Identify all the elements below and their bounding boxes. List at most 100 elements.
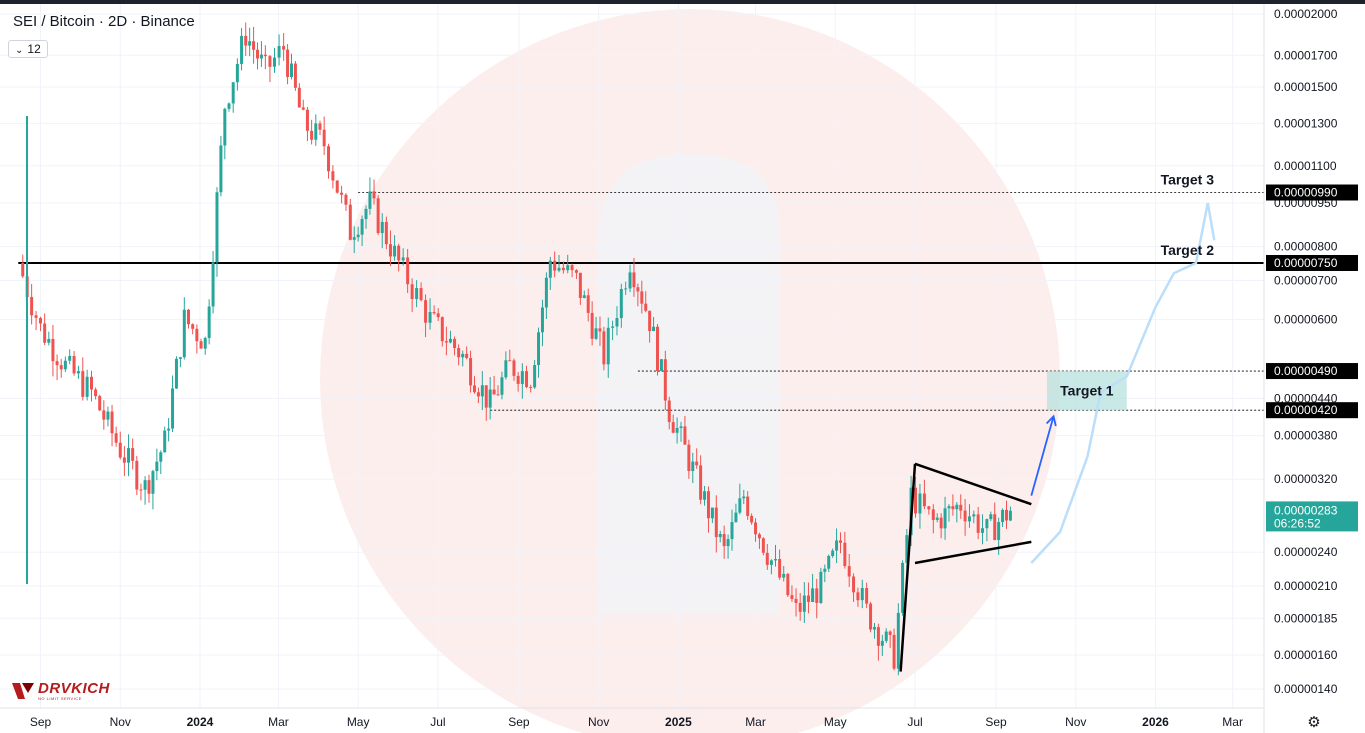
settings-icon[interactable]: ⚙ (1307, 714, 1321, 731)
candle (469, 350, 473, 393)
candle-body (561, 267, 565, 271)
candle-body (227, 103, 231, 109)
target-1-zone (1047, 371, 1127, 411)
last-price-badge (1266, 501, 1358, 532)
candle-body (211, 262, 215, 307)
candle-body (256, 49, 260, 59)
x-tick-label: 2026 (1142, 715, 1169, 729)
candle (671, 414, 675, 434)
candle-body (159, 452, 163, 462)
candle (259, 41, 263, 67)
candle (734, 503, 738, 523)
candle-body (606, 327, 610, 365)
candle (566, 254, 570, 274)
candle (761, 537, 765, 556)
candle-body (314, 123, 318, 140)
candle-body (465, 353, 469, 358)
candle (21, 254, 25, 279)
candle-body (963, 510, 967, 522)
candle (691, 452, 695, 484)
candle (714, 495, 718, 553)
price-chart[interactable]: 0.00002000 0.00001700 0.00001500 0.00001300… (0, 4, 1365, 733)
candle (742, 489, 746, 505)
candle-body (981, 528, 985, 533)
candle (959, 494, 963, 519)
candle (110, 404, 114, 447)
brand-logo: DRVKICH NO LIMIT SERVICE (10, 678, 110, 704)
candle (869, 601, 873, 633)
candle (428, 298, 432, 330)
candle (838, 532, 842, 554)
candle-body (598, 328, 602, 332)
candle-body (802, 595, 806, 612)
candle (815, 578, 819, 619)
y-tick-label: 0.00000140 (1274, 682, 1338, 696)
candle (356, 226, 360, 242)
candle (174, 356, 178, 389)
y-tick-label: 0.00000380 (1274, 429, 1338, 443)
candle (484, 385, 488, 421)
candle-body (143, 480, 147, 490)
candle-body (827, 555, 831, 569)
candle (248, 27, 252, 57)
candle-body (59, 365, 63, 370)
candle-body (742, 496, 746, 499)
candle (448, 330, 452, 344)
candle-body (393, 245, 397, 257)
candle-body (410, 284, 414, 299)
candle-body (76, 371, 80, 374)
candle (750, 513, 754, 525)
candle-body (533, 365, 537, 388)
candle-body (687, 444, 691, 472)
candle-body (448, 338, 452, 343)
candle-body (847, 566, 851, 577)
candle (380, 213, 384, 249)
candle-body (644, 303, 648, 311)
candle-body (252, 41, 256, 50)
candle-body (469, 357, 473, 386)
candle-body (815, 588, 819, 603)
candle-body (746, 496, 750, 516)
x-tick-label: Nov (588, 715, 609, 729)
candle (488, 376, 492, 420)
candle (465, 346, 469, 360)
candle (453, 336, 457, 356)
candle-body (819, 571, 823, 603)
candle (703, 486, 707, 506)
candle-body (436, 313, 440, 318)
candle (981, 514, 985, 545)
candle (318, 120, 322, 136)
candle-body (602, 331, 606, 365)
candle-body (484, 385, 488, 408)
candle (624, 281, 628, 295)
candle (282, 32, 286, 61)
candle-body (972, 514, 976, 517)
candle (305, 106, 309, 142)
candle-body (500, 377, 504, 395)
candle-body (590, 312, 594, 339)
candle-body (611, 326, 615, 328)
candle-body (769, 560, 773, 565)
candle (757, 532, 761, 549)
candle (127, 434, 131, 477)
candle (831, 548, 835, 558)
candle (348, 198, 352, 241)
candle-body (122, 457, 126, 463)
price-levels (18, 192, 1264, 411)
candle-body (102, 410, 106, 420)
candle (722, 525, 726, 559)
x-tick-label: Mar (745, 715, 766, 729)
indicator-toggle[interactable]: ⌄ 12 (8, 40, 48, 58)
candle (43, 313, 47, 346)
candle-body (624, 288, 628, 290)
candle-body (655, 326, 659, 371)
candle-body (240, 35, 244, 64)
chevron-down-icon[interactable]: ⌄ (15, 45, 24, 56)
candle-body (557, 267, 561, 271)
candle (182, 297, 186, 360)
candle-body (566, 265, 570, 271)
candle (39, 316, 43, 332)
candle-body (492, 389, 496, 395)
candle (679, 421, 683, 442)
candle (135, 455, 139, 496)
